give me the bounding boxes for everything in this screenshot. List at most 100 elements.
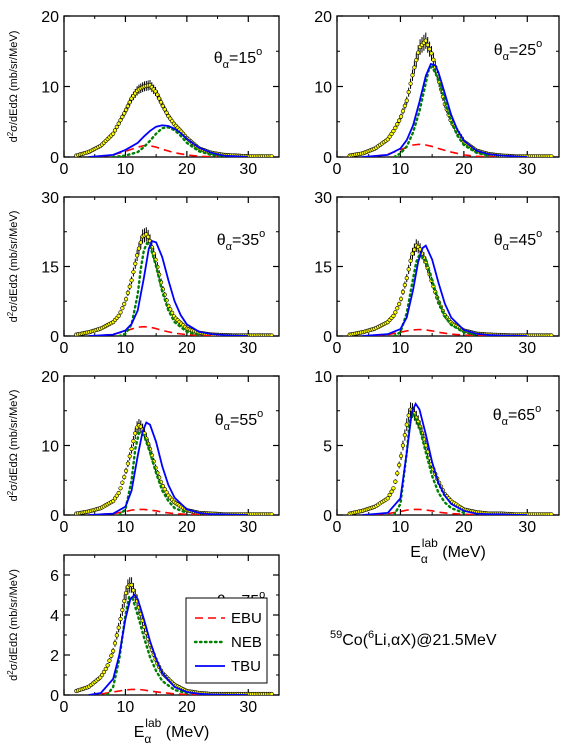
x-tick-label: 30 [239,699,257,716]
series-tbu [362,401,528,515]
series-data [347,402,554,515]
x-tick-label: 0 [60,161,69,178]
data-point [402,103,407,108]
data-point [118,616,123,622]
series-tbu [88,239,249,336]
data-point [423,38,428,43]
y-tick-label: 2 [50,648,59,665]
series-tbu [88,593,249,695]
plot-frame [63,15,280,158]
x-tick-label: 20 [455,519,473,536]
legend: EBU NEB TBU [185,597,268,684]
data-point [414,57,419,63]
data-point [123,468,129,473]
data-point [404,275,409,281]
x-tick-label: 30 [518,340,536,357]
data-point [133,261,138,266]
data-point [269,512,274,515]
series-tbu [88,421,249,515]
data-point [131,439,136,444]
data-point [158,100,164,105]
panel-2: 0 10 20 30 0 10 20 θα=25o [314,9,560,178]
data-point [127,454,132,459]
data-point [116,625,121,630]
data-point [123,107,129,113]
legend-box [185,597,268,684]
series-neb [392,253,478,336]
y-tick-label: 30 [41,190,59,207]
data-point [105,663,110,668]
x-tick-label: 10 [117,519,135,536]
data-point [400,289,406,295]
data-point [412,247,417,252]
data-point [406,267,411,272]
curves [74,419,274,515]
data-point [103,666,108,672]
data-point [398,296,404,302]
data-point [397,462,402,468]
data-point [123,297,129,302]
data-point [402,432,407,438]
x-tick-label: 30 [239,161,257,178]
data-point [406,90,411,95]
x-tick-label: 0 [60,340,69,357]
data-point [389,489,394,494]
data-point [427,47,432,52]
series-neb [118,431,189,515]
x-tick-label: 20 [455,340,473,357]
x-axis-label: Eαlab (MeV) [134,716,210,746]
series-neb [111,126,225,157]
reaction-label: 59Co(6Li,αX)@21.5MeV [330,629,497,649]
data-point [111,648,116,654]
y-tick-label: 20 [314,9,332,26]
data-point [120,607,125,613]
data-point [395,471,400,476]
y-tick-label: 0 [50,329,59,346]
panel-1: 0 10 20 30 0 10 20 θα=15o d2σ/dEdΩ (mb/sr/MeV) [6,9,280,178]
data-point [549,333,554,336]
y-tick-label: 0 [323,508,332,525]
x-tick-label: 0 [60,699,69,716]
data-point [135,253,140,258]
angle-label: θα=15o [214,46,263,71]
data-point [114,124,119,130]
y-tick-label: 0 [50,150,59,167]
y-tick-label: 0 [323,329,332,346]
y-tick-label: 10 [41,80,59,97]
data-point [129,582,134,588]
data-point [162,107,167,112]
data-point [412,65,417,70]
data-point [129,278,134,283]
data-point [123,590,129,596]
angle-label: θα=45o [494,228,543,253]
data-point [408,258,413,263]
x-tick-label: 30 [518,519,536,536]
data-point [122,301,127,307]
x-tick-label: 20 [178,161,196,178]
x-tick-label: 10 [117,161,135,178]
series-tbu [88,124,249,157]
panel-3: 0 10 20 30 0 15 30 θα=35o d2σ/dEdΩ (mb/sr/MeV) [6,190,280,357]
data-point [118,118,123,123]
y-axis-label: d2σ/dEdΩ (mb/sr/MeV) [6,31,20,143]
data-point [406,413,411,418]
data-point [400,443,406,448]
data-point [125,461,130,466]
data-point [155,92,160,97]
y-tick-label: 4 [50,608,59,625]
y-tick-label: 30 [314,190,332,207]
data-point [118,486,123,491]
legend-label-tbu: TBU [231,658,261,675]
plot-frame [336,375,560,516]
data-point [395,306,400,311]
x-tick-label: 0 [333,340,342,357]
data-point [549,512,554,515]
panel-7: 01020300246θα=75od2σ/dEdΩ (mb/sr/MeV)Eαl… [6,554,280,746]
y-axis-label: d2σ/dEdΩ (mb/sr/MeV) [6,569,20,681]
series-ebu [100,144,218,157]
y-tick-label: 6 [50,568,59,585]
data-point [131,588,136,593]
x-tick-label: 20 [178,519,196,536]
data-point [393,125,398,130]
data-point [160,103,165,109]
